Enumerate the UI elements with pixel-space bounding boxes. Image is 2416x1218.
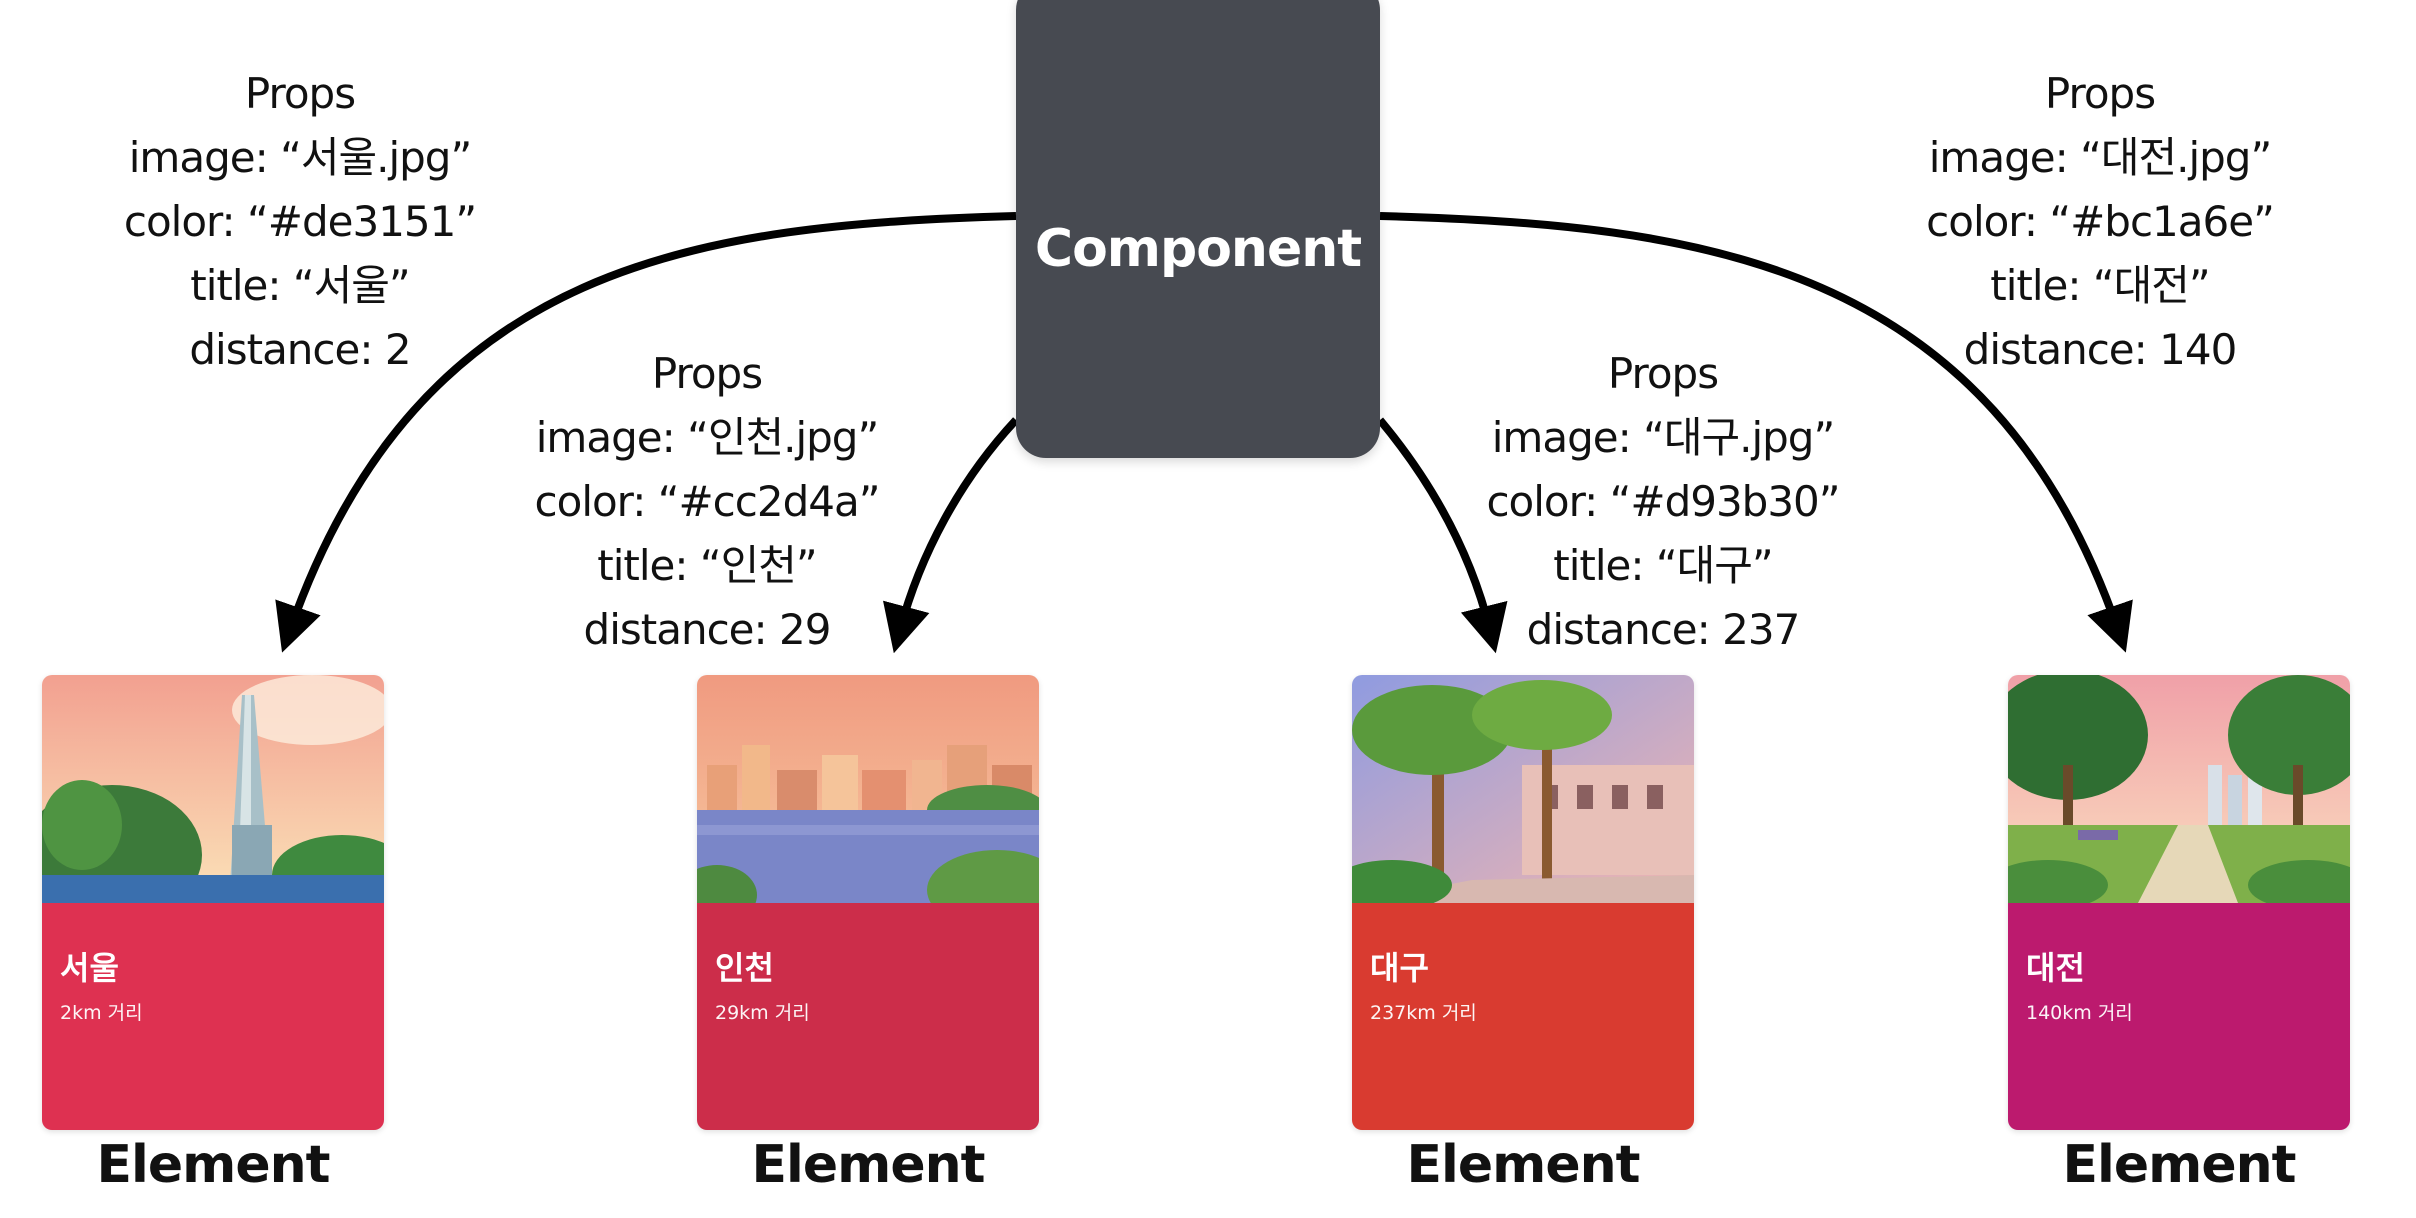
card-distance: 29km 거리 bbox=[715, 1002, 810, 1024]
component-label: Component bbox=[1034, 219, 1362, 279]
arrow-daegu bbox=[1376, 417, 1508, 654]
props-distance: distance: 2 bbox=[189, 325, 411, 374]
props-distance: distance: 29 bbox=[583, 605, 832, 654]
card-daejeon: 대전 140km 거리 bbox=[2008, 675, 2350, 1130]
props-color: color: “#d93b30” bbox=[1486, 477, 1840, 526]
props-title: title: “대구” bbox=[1553, 541, 1773, 590]
card-incheon: 인천 29km 거리 bbox=[697, 675, 1039, 1130]
card-distance: 2km 거리 bbox=[60, 1002, 143, 1024]
props-title: title: “서울” bbox=[190, 261, 410, 310]
element-label-daejeon: Element bbox=[2062, 1135, 2297, 1195]
props-image: image: “대구.jpg” bbox=[1491, 413, 1835, 462]
incheon-illustration bbox=[697, 675, 1039, 903]
card-title: 인천 bbox=[715, 949, 774, 987]
props-image: image: “인천.jpg” bbox=[535, 413, 879, 462]
props-color: color: “#bc1a6e” bbox=[1926, 197, 2275, 246]
card-info: 인천 29km 거리 bbox=[697, 903, 1039, 1130]
card-distance: 237km 거리 bbox=[1370, 1002, 1477, 1024]
element-label-incheon: Element bbox=[751, 1135, 986, 1195]
props-title: title: “인천” bbox=[597, 541, 817, 590]
props-color: color: “#cc2d4a” bbox=[534, 477, 881, 526]
element-label-seoul: Element bbox=[96, 1135, 331, 1195]
props-heading: Props bbox=[1607, 349, 1719, 398]
daegu-illustration bbox=[1352, 675, 1694, 903]
props-image: image: “대전.jpg” bbox=[1928, 133, 2272, 182]
daejeon-illustration bbox=[2008, 675, 2350, 903]
props-seoul: Props image: “서울.jpg” color: “#de3151” t… bbox=[40, 62, 560, 382]
card-daegu: 대구 237km 거리 bbox=[1352, 675, 1694, 1130]
element-label-daegu: Element bbox=[1406, 1135, 1641, 1195]
card-title: 대구 bbox=[1370, 949, 1429, 987]
props-color: color: “#de3151” bbox=[123, 197, 477, 246]
props-daejeon: Props image: “대전.jpg” color: “#bc1a6e” t… bbox=[1840, 62, 2360, 382]
card-distance: 140km 거리 bbox=[2026, 1002, 2133, 1024]
card-info: 서울 2km 거리 bbox=[42, 903, 384, 1130]
arrow-daejeon bbox=[1379, 212, 2133, 653]
props-heading: Props bbox=[244, 69, 356, 118]
arrow-incheon bbox=[883, 417, 1019, 654]
props-daegu: Props image: “대구.jpg” color: “#d93b30” t… bbox=[1403, 342, 1923, 662]
props-title: title: “대전” bbox=[1990, 261, 2210, 310]
card-title: 대전 bbox=[2026, 949, 2085, 987]
props-distance: distance: 140 bbox=[1963, 325, 2238, 374]
props-image: image: “서울.jpg” bbox=[128, 133, 472, 182]
props-distance: distance: 237 bbox=[1526, 605, 1801, 654]
component-box: Component bbox=[1016, 0, 1380, 458]
props-heading: Props bbox=[651, 349, 763, 398]
card-info: 대구 237km 거리 bbox=[1352, 903, 1694, 1130]
card-title: 서울 bbox=[60, 949, 119, 987]
seoul-illustration bbox=[42, 675, 384, 903]
props-heading: Props bbox=[2044, 69, 2156, 118]
arrow-seoul bbox=[275, 212, 1017, 653]
props-incheon: Props image: “인천.jpg” color: “#cc2d4a” t… bbox=[447, 342, 967, 662]
card-seoul: 서울 2km 거리 bbox=[42, 675, 384, 1130]
card-info: 대전 140km 거리 bbox=[2008, 903, 2350, 1130]
